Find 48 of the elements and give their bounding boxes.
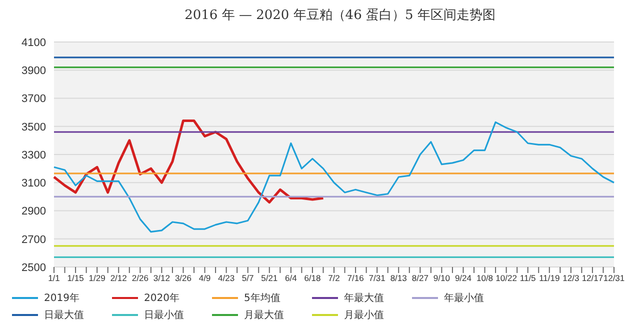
x-tick-label: 9/10 [433,273,450,284]
x-tick-label: 3/12 [153,273,170,284]
x-tick-label: 3/26 [174,273,192,284]
line-series [52,120,324,204]
legend-label: 日最大值 [44,308,84,322]
y-tick-label: 3500 [22,121,46,134]
x-tick-label: 2/26 [132,273,149,284]
x-tick-label: 4/9 [198,273,211,284]
x-tick-label: 7/16 [347,273,364,284]
legend-label: 年最大值 [344,292,384,305]
y-tick-label: 3700 [22,93,46,106]
x-tick-label: 1/29 [88,273,106,284]
y-tick-label: 2700 [22,234,46,246]
x-tick-label: 8/13 [390,273,408,284]
y-tick-label: 4100 [22,36,46,49]
x-tick-label: 11/19 [539,273,560,284]
legend-label: 年最小值 [444,292,484,305]
x-tick-label: 5/7 [242,273,254,284]
x-tick-label: 6/18 [304,273,322,284]
x-tick-label: 12/17 [582,273,604,284]
x-tick-label: 5/21 [261,273,278,284]
legend-label: 2020年 [144,292,180,305]
legend-label: 2019年 [44,292,80,305]
x-tick-label: 7/31 [368,273,386,284]
x-tick-label: 9/24 [454,273,472,284]
legend-label: 月最大值 [244,308,284,322]
x-tick-label: 10/22 [496,273,518,284]
x-tick-label: 2/12 [110,273,128,284]
x-tick-label: 10/8 [476,273,494,284]
y-tick-label: 3900 [22,65,46,78]
line-series [53,121,615,233]
legend-label: 日最小值 [144,308,184,322]
legend-label: 月最小值 [344,308,384,322]
y-tick-label: 3100 [22,178,46,190]
x-tick-label: 11/5 [520,273,536,284]
y-tick-label: 2900 [22,206,46,218]
y-tick-label: 2500 [22,262,46,274]
x-tick-label: 8/27 [412,273,429,284]
x-tick-label: 6/4 [285,273,298,284]
x-tick-label: 1/1 [48,273,60,284]
x-tick-label: 4/23 [218,273,235,284]
x-tick-label: 12/31 [603,273,625,284]
y-tick-label: 3300 [22,149,46,162]
chart-title: 2016 年 — 2020 年豆粕（46 蛋白）5 年区间走势图 [184,7,496,25]
legend-label: 5年均值 [244,292,280,305]
x-tick-label: 12/3 [562,273,580,284]
x-tick-label: 7/2 [328,273,340,284]
x-tick-label: 1/15 [67,273,84,284]
